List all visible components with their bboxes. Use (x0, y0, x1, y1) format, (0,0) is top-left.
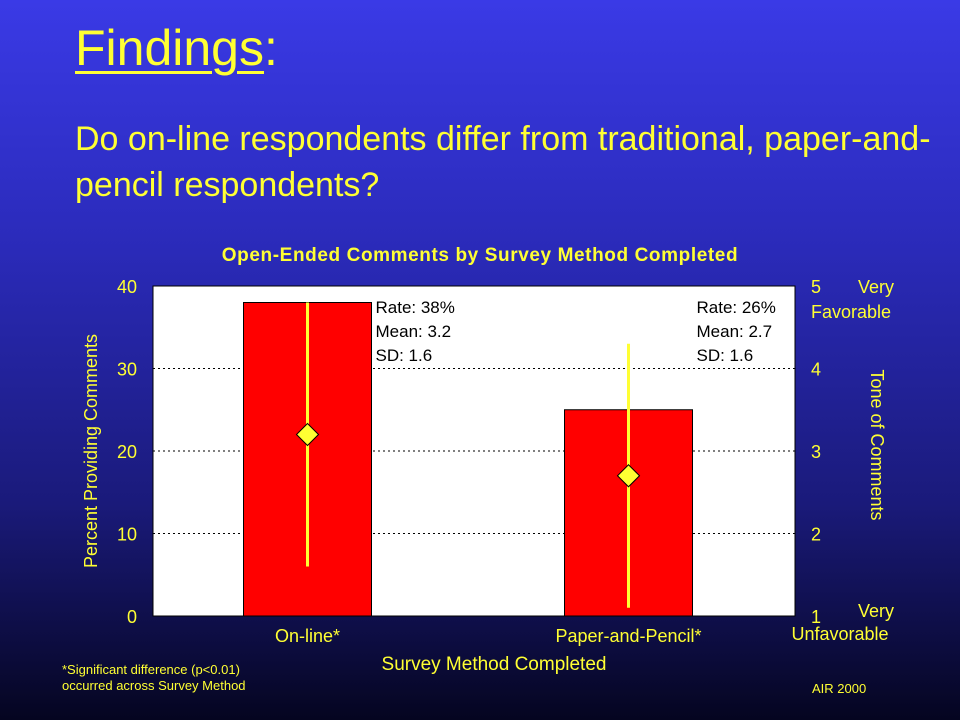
annotation-line: Rate: 38% (376, 298, 455, 317)
x-tick-label: Paper-and-Pencil* (555, 626, 701, 646)
y2-tick-label: 5 (811, 277, 821, 297)
slide-title-underlined: Findings (75, 20, 264, 76)
annotation-line: Mean: 3.2 (376, 322, 452, 341)
y2-tick-label: 1 (811, 607, 821, 627)
annotation-line: SD: 1.6 (697, 346, 754, 365)
chart-title: Open-Ended Comments by Survey Method Com… (222, 245, 738, 266)
y2-tick-label: 4 (811, 360, 821, 380)
footnote: *Significant difference (p<0.01) occurre… (62, 662, 246, 693)
y-tick-label: 20 (117, 442, 137, 462)
slide-subtitle: Do on-line respondents differ from tradi… (75, 120, 931, 204)
y2-bottom-label-line: Very (858, 601, 894, 621)
y2-tick-label: 3 (811, 442, 821, 462)
y2-tick-label: 2 (811, 525, 821, 545)
y-tick-label: 0 (127, 607, 137, 627)
y-tick-label: 30 (117, 360, 137, 380)
tone-mean-marker (616, 464, 641, 488)
annotation-line: Mean: 2.7 (697, 322, 773, 341)
y2-bottom-label-line: Unfavorable (791, 624, 888, 644)
y-axis-label: Percent Providing Comments (81, 334, 101, 568)
y2-top-label-line: Favorable (811, 302, 891, 322)
y2-axis-label: Tone of Comments (867, 369, 887, 520)
credit: AIR 2000 (812, 681, 867, 696)
y2-top-label-line: Very (858, 277, 894, 297)
annotation-line: SD: 1.6 (376, 346, 433, 365)
y-tick-label: 40 (117, 277, 137, 297)
slide-title: Findings: (75, 18, 278, 78)
y-tick-label: 10 (117, 525, 137, 545)
tone-mean-marker (295, 422, 320, 447)
x-axis-label: Survey Method Completed (382, 654, 607, 675)
x-tick-label: On-line* (275, 626, 340, 646)
annotation-line: Rate: 26% (697, 298, 776, 317)
slide-title-suffix: : (264, 20, 278, 76)
